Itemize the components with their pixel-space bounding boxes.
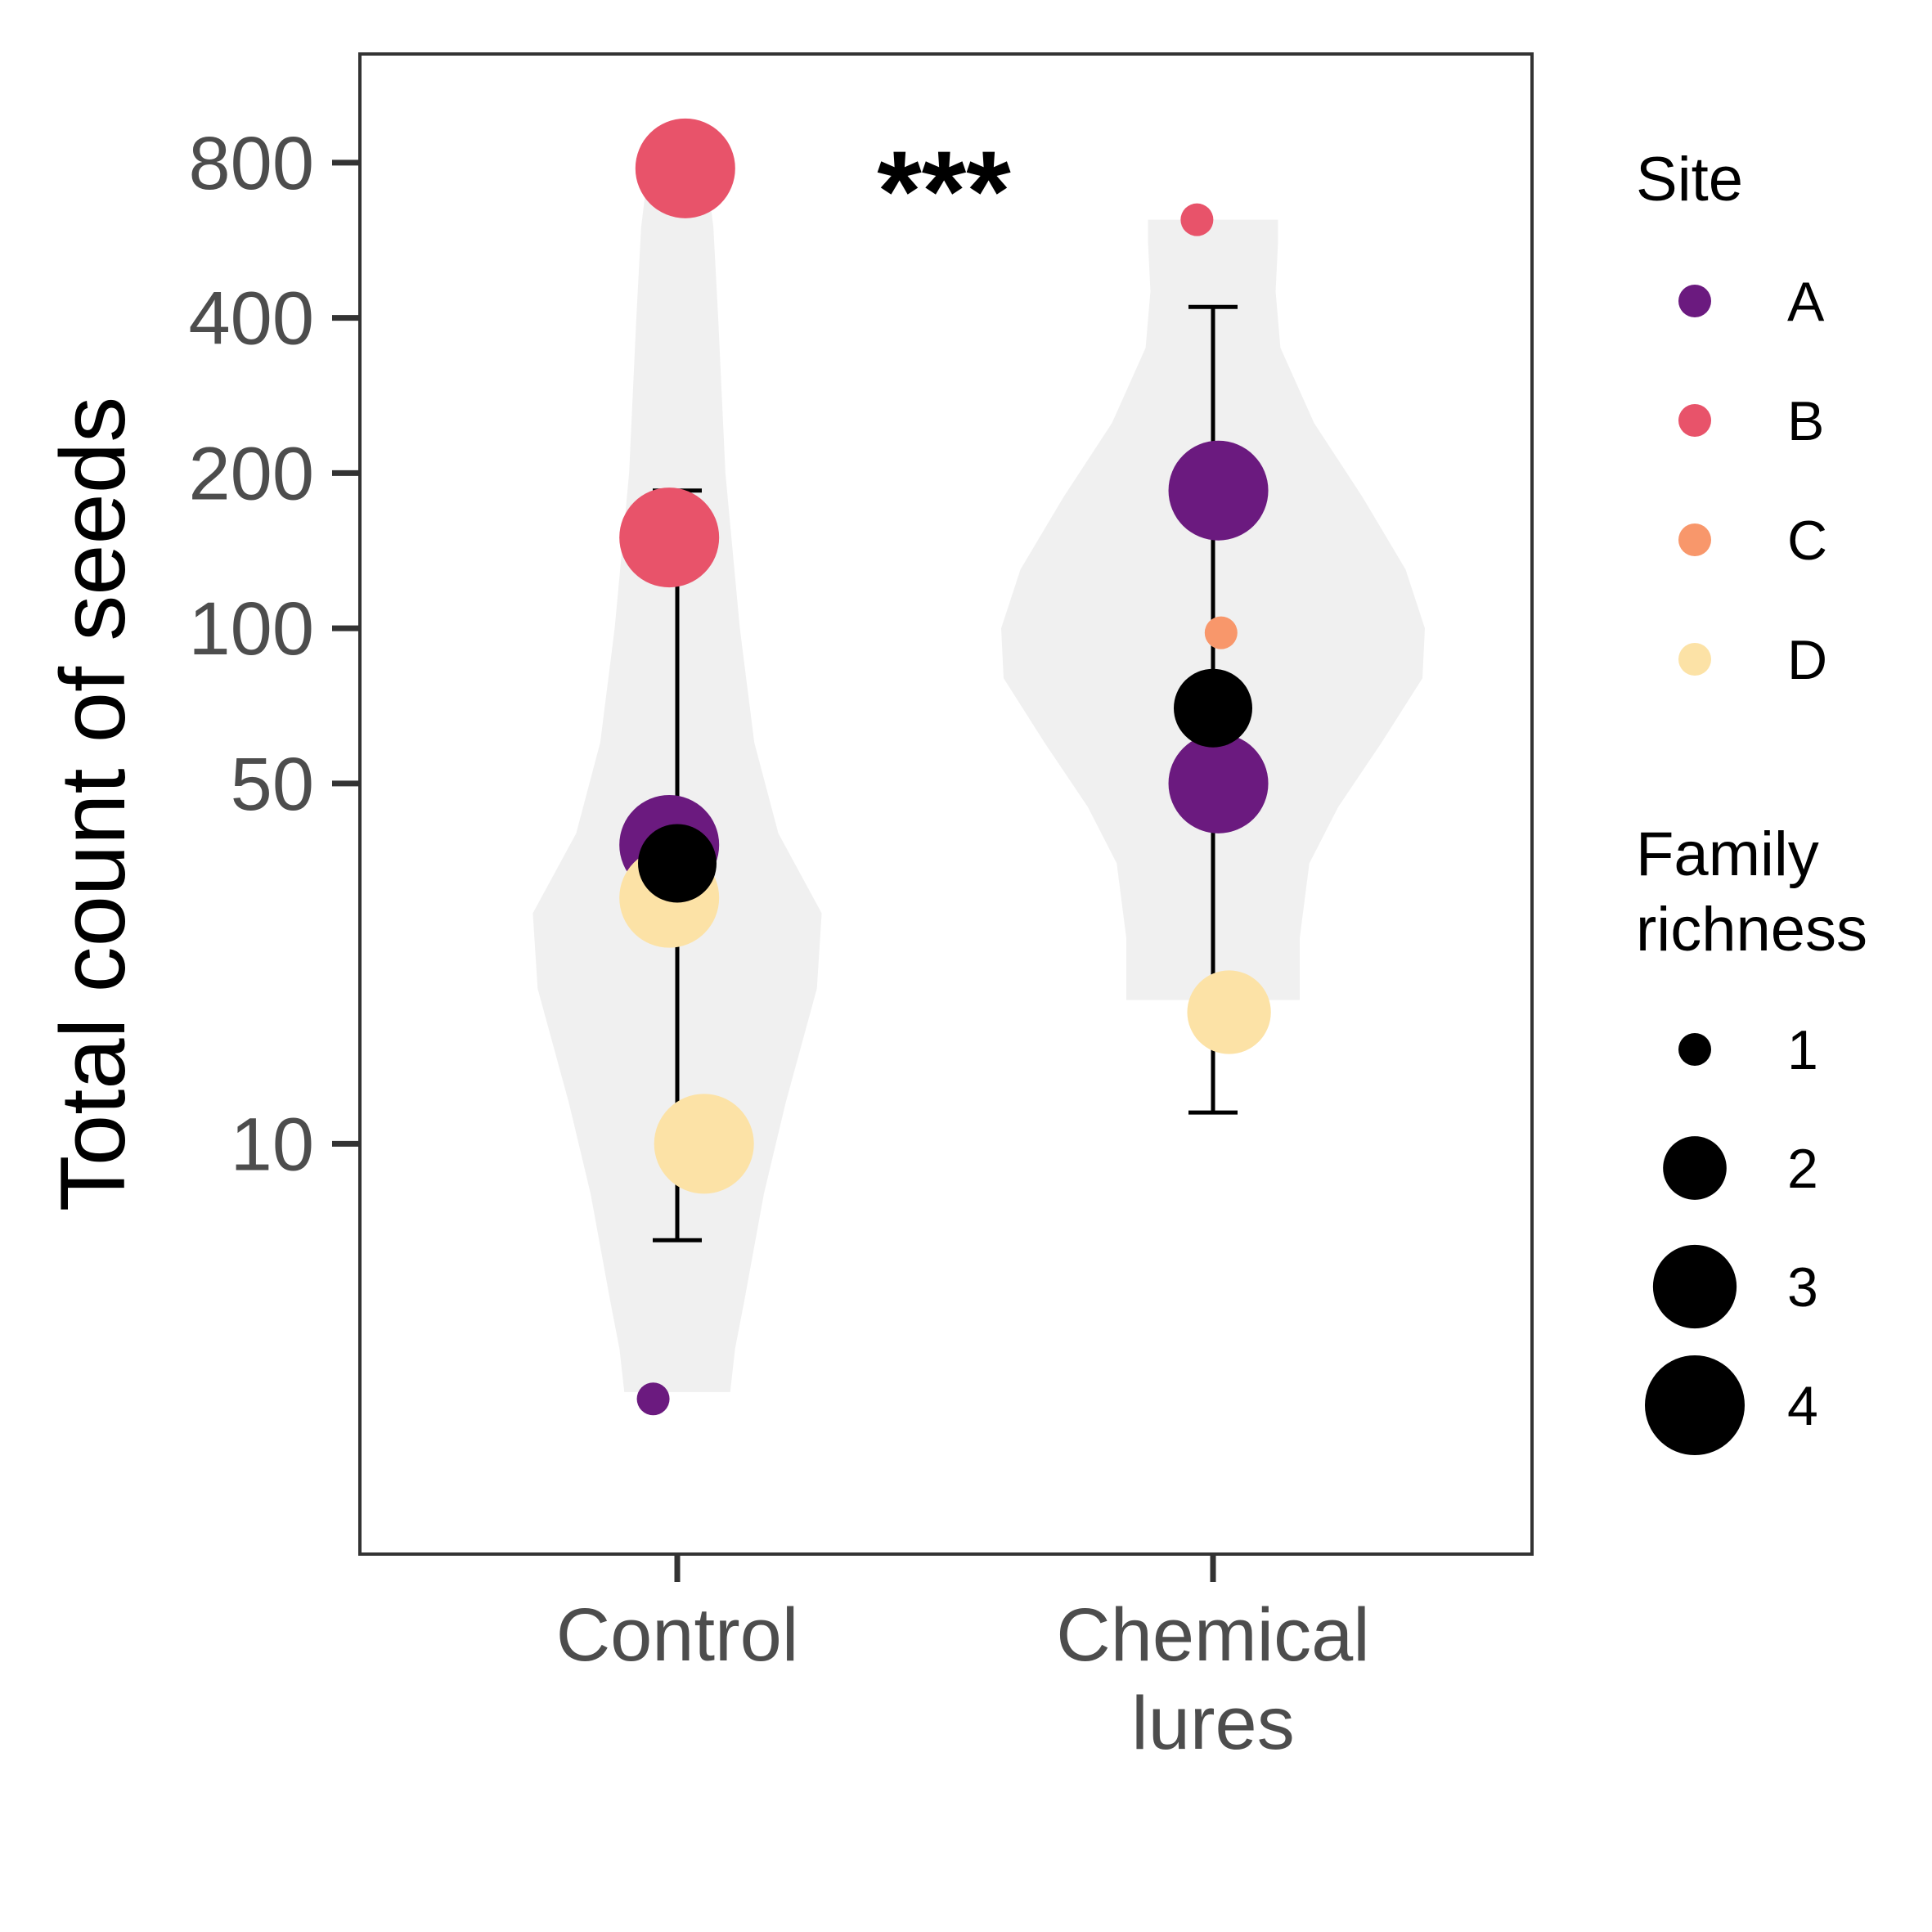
y-tick-label: 200 bbox=[189, 432, 315, 515]
data-point-site-A bbox=[636, 1382, 670, 1416]
data-point-site-B bbox=[1180, 203, 1214, 236]
x-tick-label: Chemical bbox=[1056, 1593, 1369, 1677]
site-legend-label: B bbox=[1787, 390, 1824, 452]
site-legend-key-A bbox=[1678, 285, 1711, 317]
richness-legend-key-3 bbox=[1652, 1244, 1737, 1329]
y-tick-label: 50 bbox=[231, 743, 314, 826]
site-legend-label: A bbox=[1787, 271, 1825, 333]
mean-point-control bbox=[638, 824, 717, 903]
data-point-site-A bbox=[1168, 440, 1269, 541]
richness-legend-label: 2 bbox=[1787, 1138, 1818, 1200]
site-legend-label: D bbox=[1787, 629, 1827, 691]
plot-panel-border bbox=[358, 52, 1534, 1556]
site-legend-key-D bbox=[1678, 643, 1711, 676]
site-legend-title: Site bbox=[1636, 145, 1743, 214]
richness-legend-key-2 bbox=[1663, 1136, 1727, 1200]
richness-legend-key-4 bbox=[1645, 1355, 1745, 1455]
data-point-site-B bbox=[619, 487, 720, 588]
y-tick-label: 100 bbox=[189, 587, 315, 671]
y-axis: 10 50 100 200 400 800 bbox=[189, 122, 360, 1186]
y-tick-label: 800 bbox=[189, 122, 315, 205]
y-tick-label: 10 bbox=[231, 1103, 314, 1186]
data-point-site-C bbox=[1204, 616, 1238, 649]
data-point-site-B bbox=[635, 118, 735, 218]
means-layer bbox=[638, 668, 1252, 903]
y-tick-label: 400 bbox=[189, 277, 315, 361]
x-tick-label: Control bbox=[556, 1593, 799, 1677]
significance-label: *** bbox=[877, 127, 1011, 255]
richness-legend-key-1 bbox=[1678, 1033, 1711, 1066]
data-point-site-D bbox=[1187, 970, 1271, 1054]
mean-point-chemical bbox=[1174, 668, 1252, 748]
richness-legend-title: Family bbox=[1636, 820, 1819, 889]
richness-legend-title: richness bbox=[1636, 895, 1867, 964]
x-tick-label: lures bbox=[1131, 1682, 1294, 1765]
richness-legend-label: 3 bbox=[1787, 1256, 1818, 1319]
site-legend-label: C bbox=[1787, 510, 1827, 572]
data-point-site-A bbox=[1168, 733, 1269, 833]
richness-legend-label: 1 bbox=[1787, 1019, 1818, 1081]
y-axis-title: Total count of seeds bbox=[42, 397, 144, 1211]
richness-legend-label: 4 bbox=[1787, 1375, 1818, 1437]
data-point-site-D bbox=[654, 1094, 754, 1194]
violins-layer bbox=[532, 168, 1425, 1392]
site-legend-key-B bbox=[1678, 404, 1711, 437]
site-legend-key-C bbox=[1678, 523, 1711, 556]
